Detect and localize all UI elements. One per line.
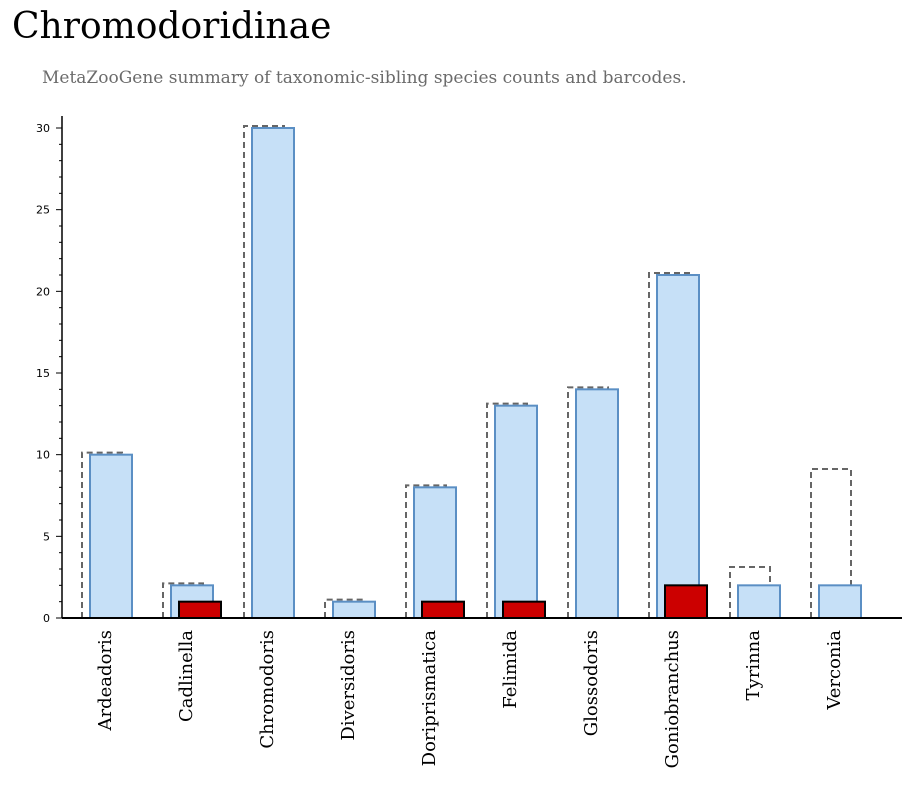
ytick-label: 0	[43, 612, 50, 625]
species-bar-chromodoris	[251, 127, 295, 619]
xtick-label-glossodoris: Glossodoris	[581, 630, 602, 736]
dashed-outline-glossodoris	[567, 386, 609, 618]
xtick-label-ardeadoris: Ardeadoris	[95, 630, 116, 731]
ytick-label: 30	[36, 122, 50, 135]
species-bar-doriprismatica	[413, 486, 457, 620]
ytick-label: 15	[36, 367, 50, 380]
ytick-label: 5	[43, 530, 50, 543]
barcode-bar-doriprismatica	[421, 600, 465, 620]
xtick-label-verconia: Verconia	[824, 630, 845, 711]
dashed-outline-cadlinella	[162, 582, 204, 618]
bars-layer	[81, 125, 862, 620]
xtick-label-tyrinna: Tyrinna	[743, 630, 764, 701]
xtick-label-doriprismatica: Doriprismatica	[419, 630, 440, 767]
page-title: Chromodoridinae	[12, 6, 332, 47]
species-bar-diversidoris	[332, 600, 376, 620]
xtick-label-felimida: Felimida	[500, 630, 521, 709]
species-bar-tyrinna	[737, 584, 781, 619]
dashed-outline-doriprismatica	[405, 484, 447, 618]
xtick-label-diversidoris: Diversidoris	[338, 630, 359, 741]
axes-layer: Ardeadoris Cadlinella Chromodoris Diversido…	[36, 116, 902, 768]
dashed-outline-verconia	[810, 468, 852, 618]
xtick-label-cadlinella: Cadlinella	[176, 630, 197, 722]
species-bar-goniobranchus	[656, 274, 700, 619]
ytick-label: 25	[36, 204, 50, 217]
xtick-label-goniobranchus: Goniobranchus	[662, 630, 683, 768]
page-subtitle: MetaZooGene summary of taxonomic-sibling…	[42, 68, 687, 88]
barcode-bar-felimida	[502, 600, 546, 620]
barcode-bar-goniobranchus	[664, 584, 708, 619]
species-bar-ardeadoris	[89, 453, 133, 619]
species-bar-verconia	[818, 584, 862, 619]
dashed-outline-ardeadoris	[81, 451, 123, 618]
dashed-outline-tyrinna	[729, 566, 771, 618]
species-bar-felimida	[494, 404, 538, 619]
xtick-label-chromodoris: Chromodoris	[257, 630, 278, 749]
ytick-label: 20	[36, 285, 50, 298]
barcode-bar-cadlinella	[178, 600, 222, 620]
ytick-label: 10	[36, 449, 50, 462]
species-bar-glossodoris	[575, 388, 619, 620]
